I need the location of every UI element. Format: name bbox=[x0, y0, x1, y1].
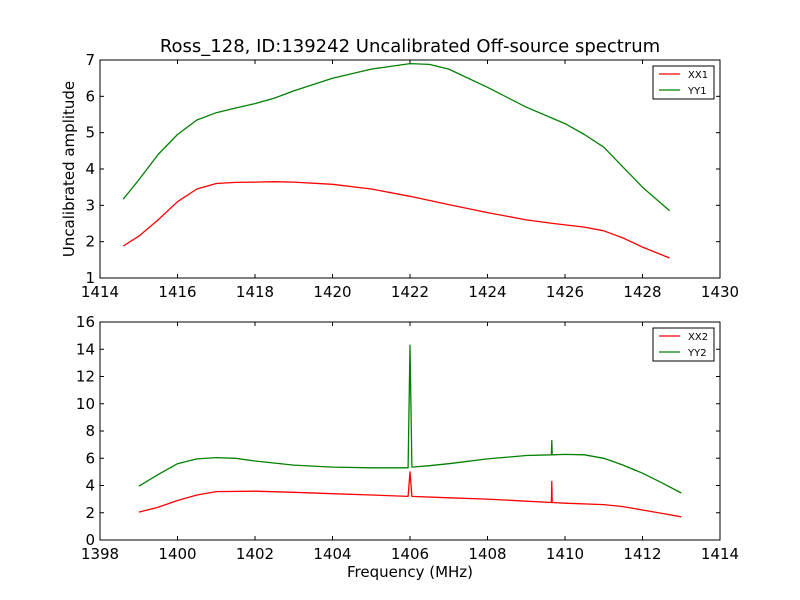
bottom-y-tick-label: 0 bbox=[85, 531, 95, 549]
series-line-xx2 bbox=[138, 471, 682, 518]
top-y-tick-labels: 1 2 3 4 5 6 7 bbox=[85, 51, 95, 287]
top-x-tick-label: 1428 bbox=[623, 283, 661, 301]
top-x-tick-label: 1424 bbox=[468, 283, 506, 301]
bottom-x-tick-label: 1406 bbox=[391, 545, 429, 563]
bottom-x-tick-label: 1414 bbox=[701, 545, 739, 563]
bottom-x-tick-label: 1412 bbox=[623, 545, 661, 563]
chart-title: Ross_128, ID:139242 Uncalibrated Off-sou… bbox=[160, 36, 660, 57]
bottom-legend: XX2 YY2 bbox=[652, 327, 715, 362]
legend-label-yy2: YY2 bbox=[687, 348, 707, 359]
top-x-tick-label: 1416 bbox=[158, 283, 196, 301]
top-series-group bbox=[122, 62, 671, 259]
bottom-y-tick-label: 2 bbox=[85, 504, 95, 522]
top-y-tick-label: 5 bbox=[85, 124, 95, 142]
bottom-y-tick-label: 12 bbox=[76, 368, 95, 386]
bottom-y-tick-label: 6 bbox=[85, 449, 95, 467]
top-plot-frame bbox=[99, 59, 721, 279]
top-x-tick-label: 1414 bbox=[81, 283, 119, 301]
top-x-tick-labels: 1414 1416 1418 1420 1422 1424 1426 1428 1430 bbox=[81, 283, 739, 301]
top-x-tick-label: 1426 bbox=[546, 283, 584, 301]
top-y-tick-label: 4 bbox=[85, 160, 95, 178]
bottom-y-tick-label: 14 bbox=[76, 340, 95, 358]
bottom-x-tick-labels: 1398 1400 1402 1404 1406 1408 1410 1412 1414 bbox=[81, 545, 739, 563]
top-x-tick-label: 1430 bbox=[701, 283, 739, 301]
x-axis-label: Frequency (MHz) bbox=[347, 563, 473, 581]
bottom-x-tick-label: 1410 bbox=[546, 545, 584, 563]
bottom-y-tick-label: 8 bbox=[85, 422, 95, 440]
top-y-tick-label: 2 bbox=[85, 233, 95, 251]
top-y-tick-label: 7 bbox=[85, 51, 95, 69]
legend-label-yy1: YY1 bbox=[687, 86, 707, 97]
bottom-x-tick-label: 1402 bbox=[236, 545, 274, 563]
bottom-y-tick-labels: 0 2 4 6 8 10 12 14 16 bbox=[76, 313, 95, 549]
top-y-axis-label: Uncalibrated amplitude bbox=[60, 81, 78, 257]
bottom-y-tick-label: 16 bbox=[76, 313, 95, 331]
bottom-x-tick-label: 1404 bbox=[313, 545, 351, 563]
bottom-x-tick-label: 1398 bbox=[81, 545, 119, 563]
top-x-tick-label: 1422 bbox=[391, 283, 429, 301]
bottom-series-group bbox=[138, 344, 682, 518]
bottom-y-tick-label: 4 bbox=[85, 477, 95, 495]
legend-label-xx1: XX1 bbox=[688, 70, 708, 81]
top-x-tick-label: 1420 bbox=[313, 283, 351, 301]
top-legend: XX1 YY1 bbox=[652, 65, 715, 100]
bottom-plot-frame bbox=[99, 321, 721, 541]
legend-label-xx2: XX2 bbox=[688, 332, 708, 343]
series-line-xx1 bbox=[122, 181, 670, 259]
bottom-x-tick-label: 1408 bbox=[468, 545, 506, 563]
bottom-x-tick-label: 1400 bbox=[158, 545, 196, 563]
top-y-tick-label: 1 bbox=[85, 269, 95, 287]
bottom-y-tick-label: 10 bbox=[76, 395, 95, 413]
series-line-yy2 bbox=[138, 344, 682, 494]
series-line-yy1 bbox=[122, 62, 671, 212]
top-plot-area bbox=[100, 60, 720, 278]
top-x-tick-label: 1418 bbox=[236, 283, 274, 301]
top-y-tick-label: 3 bbox=[85, 196, 95, 214]
top-y-tick-label: 6 bbox=[85, 87, 95, 105]
